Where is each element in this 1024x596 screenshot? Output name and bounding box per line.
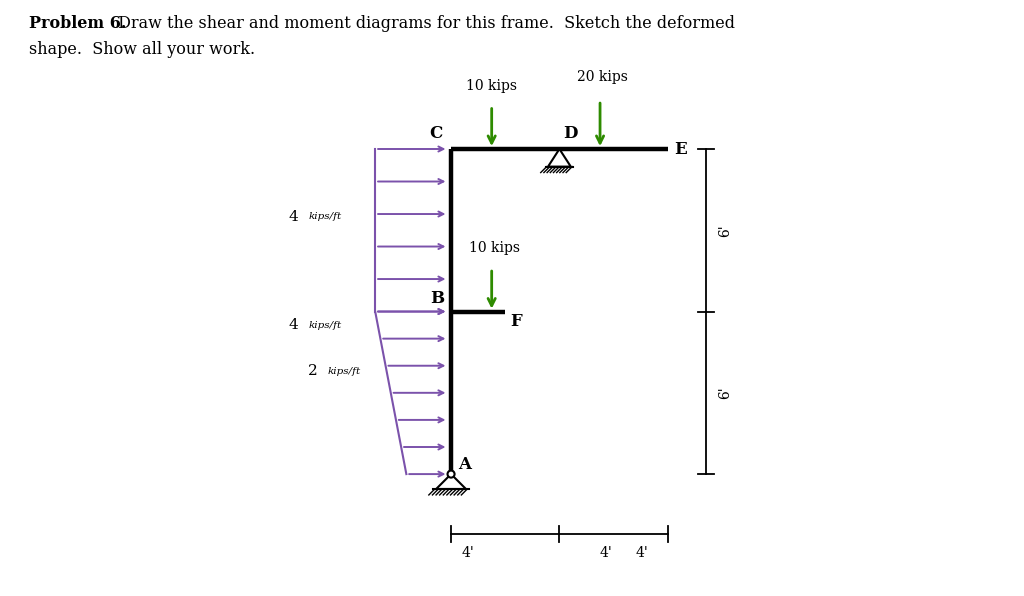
Text: A: A bbox=[458, 456, 471, 473]
Text: kips/ft: kips/ft bbox=[309, 212, 342, 221]
Text: 6': 6' bbox=[718, 224, 732, 237]
Text: F: F bbox=[511, 313, 522, 330]
Text: D: D bbox=[563, 125, 578, 142]
Text: 6': 6' bbox=[718, 386, 732, 399]
Text: B: B bbox=[430, 290, 444, 308]
Text: E: E bbox=[675, 141, 687, 157]
Text: C: C bbox=[430, 125, 443, 142]
Text: shape.  Show all your work.: shape. Show all your work. bbox=[29, 41, 255, 58]
Text: 4': 4' bbox=[462, 546, 475, 560]
Text: kips/ft: kips/ft bbox=[328, 367, 360, 375]
Text: 20 kips: 20 kips bbox=[578, 70, 628, 84]
Text: kips/ft: kips/ft bbox=[309, 321, 342, 330]
Text: 10 kips: 10 kips bbox=[469, 241, 520, 254]
Circle shape bbox=[447, 471, 455, 477]
Text: 4: 4 bbox=[289, 318, 298, 332]
Text: 4: 4 bbox=[289, 210, 298, 224]
Text: Draw the shear and moment diagrams for this frame.  Sketch the deformed: Draw the shear and moment diagrams for t… bbox=[113, 15, 734, 32]
Text: 10 kips: 10 kips bbox=[466, 79, 517, 94]
Text: 4': 4' bbox=[635, 546, 648, 560]
Text: Problem 6.: Problem 6. bbox=[29, 15, 126, 32]
Polygon shape bbox=[548, 149, 570, 167]
Text: 2: 2 bbox=[307, 364, 317, 378]
Text: 4': 4' bbox=[600, 546, 612, 560]
